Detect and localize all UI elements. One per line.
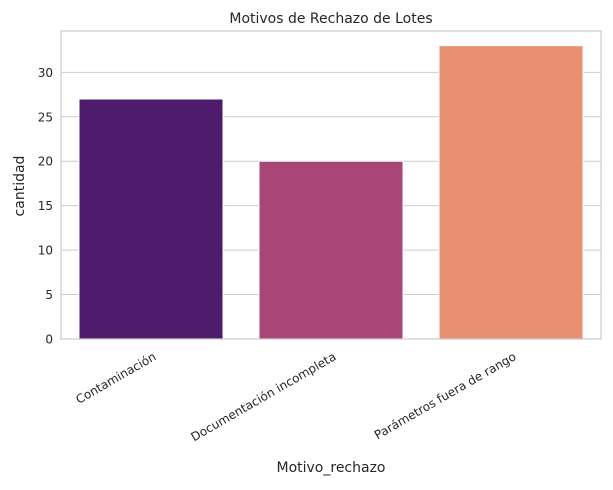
- bar-0: [78, 98, 224, 340]
- y-tick-label: 20: [38, 155, 53, 169]
- plot-frame: [60, 30, 602, 340]
- y-tick-label: 5: [45, 288, 53, 302]
- bar-2: [438, 45, 584, 340]
- chart-title: Motivos de Rechazo de Lotes: [229, 11, 432, 27]
- y-tick-label: 0: [45, 333, 53, 347]
- x-tick-label: Contaminación: [73, 349, 158, 406]
- y-axis-label: cantidad: [12, 156, 28, 217]
- x-axis-label: Motivo_rechazo: [277, 460, 386, 476]
- x-tick-label: Parámetros fuera de rango: [372, 349, 519, 442]
- y-tick-labels: 0 5 10 15 20 25 30: [38, 66, 53, 347]
- y-tick-label: 30: [38, 66, 53, 80]
- x-tick-label: Documentación incompleta: [188, 349, 338, 444]
- bar-1: [258, 160, 404, 340]
- y-tick-label: 10: [38, 244, 53, 258]
- bars: [78, 45, 584, 340]
- x-tick-labels: Contaminación Documentación incompleta Par…: [73, 349, 518, 444]
- y-tick-label: 15: [38, 199, 53, 213]
- y-tick-label: 25: [38, 110, 53, 124]
